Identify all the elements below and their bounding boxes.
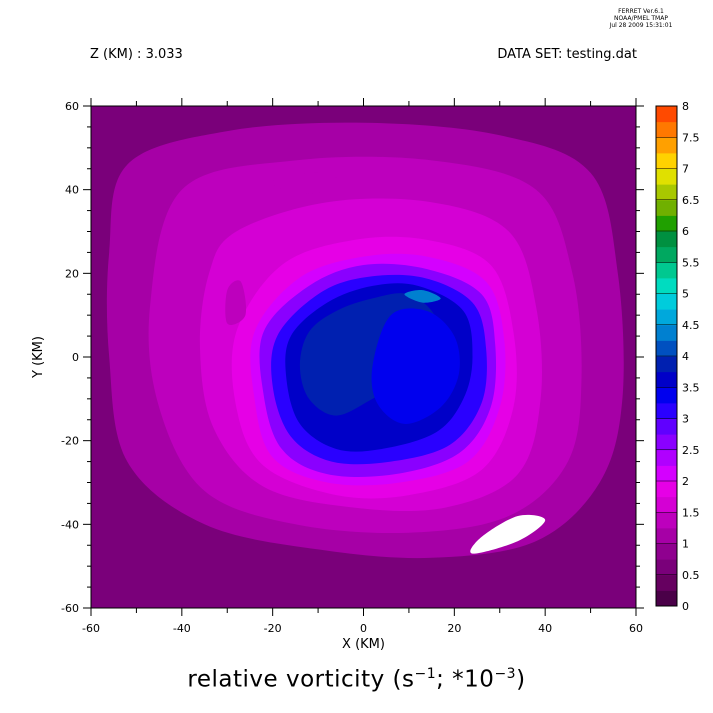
y-tick-label: -20 xyxy=(61,435,79,448)
colorbar-swatch xyxy=(656,168,677,185)
caption-sup1: −1 xyxy=(414,666,437,682)
y-tick-label: -60 xyxy=(61,602,79,615)
colorbar-tick-label: 4.5 xyxy=(682,319,700,332)
y-tick-label: 0 xyxy=(72,351,79,364)
colorbar-swatch xyxy=(656,277,677,294)
colorbar-swatch xyxy=(656,184,677,201)
contour-level-12 xyxy=(272,172,346,194)
contour-level-9 xyxy=(371,308,460,424)
colorbar-tick-label: 3 xyxy=(682,413,689,426)
colorbar-swatch xyxy=(656,262,677,279)
colorbar-swatch xyxy=(656,340,677,357)
x-axis-label: X (KM) xyxy=(342,637,385,652)
colorbar-swatch xyxy=(656,121,677,138)
colorbar-tick-label: 4 xyxy=(682,350,689,363)
x-tick-label: 60 xyxy=(629,622,643,635)
contour-level-11 xyxy=(225,280,247,325)
x-tick-label: -20 xyxy=(264,622,282,635)
colorbar-swatch xyxy=(656,418,677,435)
colorbar-tick-label: 5 xyxy=(682,288,689,301)
y-axis-label: Y (KM) xyxy=(31,336,46,379)
ferret-date: Jul 28 2009 15:31:01 xyxy=(609,22,673,29)
z-level-label: Z (KM) : 3.033 xyxy=(90,47,183,62)
dataset-label: DATA SET: testing.dat xyxy=(497,47,637,62)
x-tick-label: 0 xyxy=(360,622,367,635)
colorbar-swatch xyxy=(656,527,677,544)
colorbar-swatch xyxy=(656,559,677,576)
colorbar-swatch xyxy=(656,465,677,482)
colorbar-tick-label: 6.5 xyxy=(682,194,700,207)
colorbar-tick-label: 1.5 xyxy=(682,506,700,519)
colorbar-swatch xyxy=(656,106,677,123)
colorbar-tick-label: 2 xyxy=(682,475,689,488)
x-tick-label: 40 xyxy=(538,622,552,635)
caption-sup2: −3 xyxy=(494,666,517,682)
chart-caption: relative vorticity (s−1; *10−3) xyxy=(0,666,713,693)
ferret-stamp: FERRET Ver.6.1 NOAA/PMEL TMAP Jul 28 200… xyxy=(596,8,686,29)
colorbar-swatch xyxy=(656,434,677,451)
colorbar-swatch xyxy=(656,246,677,263)
ferret-org: NOAA/PMEL TMAP xyxy=(614,15,668,22)
colorbar-swatch xyxy=(656,371,677,388)
colorbar-swatch xyxy=(656,590,677,607)
caption-mid: ; *10 xyxy=(436,666,495,693)
colorbar-swatch xyxy=(656,481,677,498)
colorbar-swatch xyxy=(656,293,677,310)
x-tick-label: -60 xyxy=(82,622,100,635)
ferret-version: FERRET Ver.6.1 xyxy=(618,8,664,15)
colorbar-swatch xyxy=(656,152,677,169)
y-tick-label: 20 xyxy=(65,267,79,280)
colorbar-tick-label: 7 xyxy=(682,163,689,176)
x-tick-label: 20 xyxy=(447,622,461,635)
contour-level-10 xyxy=(404,289,441,303)
missing-data-region-0 xyxy=(470,514,546,554)
colorbar-swatch xyxy=(656,215,677,232)
colorbar-swatch xyxy=(656,512,677,529)
colorbar-swatch xyxy=(656,574,677,591)
colorbar-swatch xyxy=(656,387,677,404)
colorbar-tick-label: 3.5 xyxy=(682,381,700,394)
caption-suffix: ) xyxy=(516,666,526,693)
colorbar-swatch xyxy=(656,309,677,326)
colorbar-swatch xyxy=(656,199,677,216)
colorbar-swatch xyxy=(656,137,677,154)
y-tick-label: -40 xyxy=(61,518,79,531)
colorbar-swatch xyxy=(656,496,677,513)
colorbar-swatch xyxy=(656,402,677,419)
colorbar-tick-label: 7.5 xyxy=(682,131,700,144)
colorbar-swatch xyxy=(656,324,677,341)
colorbar-tick-label: 0 xyxy=(682,600,689,613)
colorbar-swatch xyxy=(656,449,677,466)
colorbar-tick-label: 8 xyxy=(682,100,689,113)
colorbar-tick-label: 0.5 xyxy=(682,569,700,582)
x-tick-label: -40 xyxy=(173,622,191,635)
colorbar-swatch xyxy=(656,543,677,560)
y-tick-label: 60 xyxy=(65,100,79,113)
colorbar-tick-label: 1 xyxy=(682,538,689,551)
y-tick-label: 40 xyxy=(65,184,79,197)
colorbar-tick-label: 5.5 xyxy=(682,256,700,269)
colorbar-swatch xyxy=(656,231,677,248)
colorbar-tick-label: 6 xyxy=(682,225,689,238)
colorbar-tick-label: 2.5 xyxy=(682,444,700,457)
caption-prefix: relative vorticity (s xyxy=(187,666,415,693)
colorbar-swatch xyxy=(656,356,677,373)
